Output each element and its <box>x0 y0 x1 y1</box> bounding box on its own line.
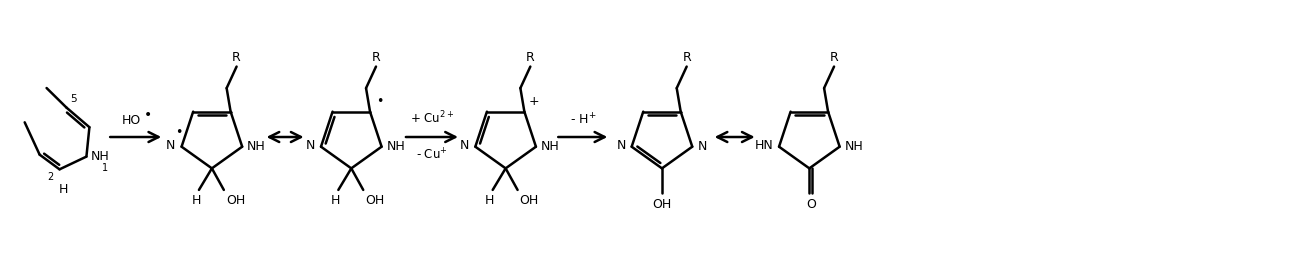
Text: OH: OH <box>365 194 385 207</box>
Text: NH: NH <box>90 150 109 163</box>
Text: O: O <box>806 198 817 211</box>
Text: R: R <box>682 51 691 64</box>
Text: H: H <box>331 194 340 207</box>
Text: N: N <box>617 139 626 152</box>
Text: 2: 2 <box>47 172 54 182</box>
Text: •: • <box>376 95 384 108</box>
Text: NH: NH <box>247 140 266 153</box>
Text: - H$^{+}$: - H$^{+}$ <box>569 112 596 127</box>
Text: R: R <box>830 51 839 64</box>
Text: R: R <box>526 51 534 64</box>
Text: - Cu$^{+}$: - Cu$^{+}$ <box>416 147 448 162</box>
Text: OH: OH <box>226 194 245 207</box>
Text: H: H <box>59 183 68 196</box>
Text: NH: NH <box>541 140 560 153</box>
Text: N: N <box>698 140 707 153</box>
Text: 5: 5 <box>71 94 77 104</box>
Text: OH: OH <box>520 194 539 207</box>
Text: +: + <box>529 95 539 108</box>
Text: HO: HO <box>122 114 141 127</box>
Text: HN: HN <box>754 139 774 152</box>
Text: + Cu$^{2+}$: + Cu$^{2+}$ <box>410 110 454 126</box>
Text: N: N <box>459 139 470 152</box>
Text: NH: NH <box>844 140 864 153</box>
Text: N: N <box>166 139 175 152</box>
Text: H: H <box>191 194 200 207</box>
Text: NH: NH <box>386 140 406 153</box>
Text: R: R <box>372 51 381 64</box>
Text: R: R <box>232 51 241 64</box>
Text: OH: OH <box>652 198 672 211</box>
Text: •: • <box>144 108 152 122</box>
Text: 1: 1 <box>102 163 107 174</box>
Text: H: H <box>486 194 495 207</box>
Text: •: • <box>175 126 182 139</box>
Text: N: N <box>305 139 315 152</box>
